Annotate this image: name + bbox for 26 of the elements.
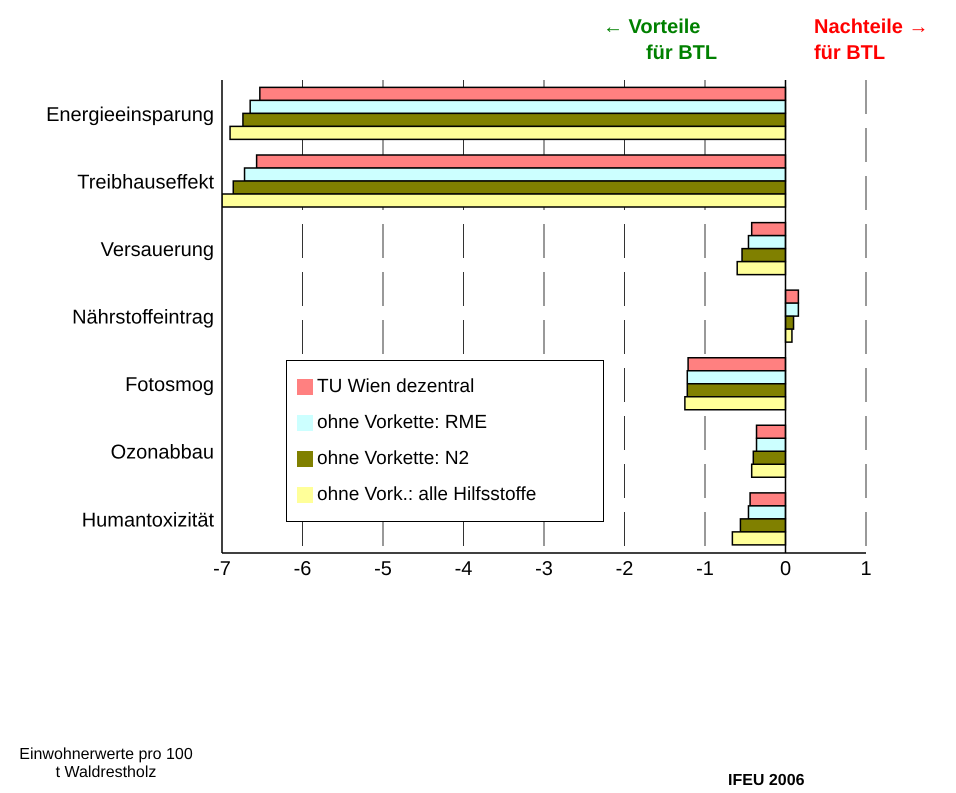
x-tick-label: -4 (454, 558, 472, 580)
legend-label: ohne Vorkette: RME (317, 412, 488, 433)
y-tick-label: Energieeinsparung (46, 104, 214, 126)
x-tick-label: 1 (860, 558, 872, 580)
x-tick-label: -2 (616, 558, 634, 580)
y-tick-label: Treibhauseffekt (77, 171, 214, 194)
text: Nachteile → (814, 16, 928, 39)
y-tick-label: Nährstoffeintrag (72, 306, 214, 329)
x-tick-label: -6 (294, 558, 312, 580)
y-tick-label: Fotosmog (125, 374, 214, 396)
text: ← Vorteile (603, 16, 700, 39)
text: Einwohnerwerte pro 100 t Waldrestholz (18, 746, 194, 782)
x-tick-label: -3 (535, 558, 553, 580)
x-tick-label: -7 (213, 558, 231, 580)
y-tick-label: Ozonabbau (110, 442, 214, 464)
y-tick-label: Humantoxizität (82, 509, 214, 532)
legend-label: TU Wien dezentral (317, 376, 474, 397)
text: IFEU 2006 (728, 772, 804, 790)
x-tick-label: -1 (696, 558, 714, 580)
text: für BTL (814, 42, 886, 65)
legend-label: ohne Vorkette: N2 (317, 448, 470, 469)
x-tick-label: 0 (780, 558, 792, 580)
text: für BTL (646, 42, 718, 65)
x-tick-label: -5 (374, 558, 392, 580)
legend-label: ohne Vork.: alle Hilfsstoffe (317, 484, 536, 505)
y-tick-label: Versauerung (100, 239, 214, 262)
